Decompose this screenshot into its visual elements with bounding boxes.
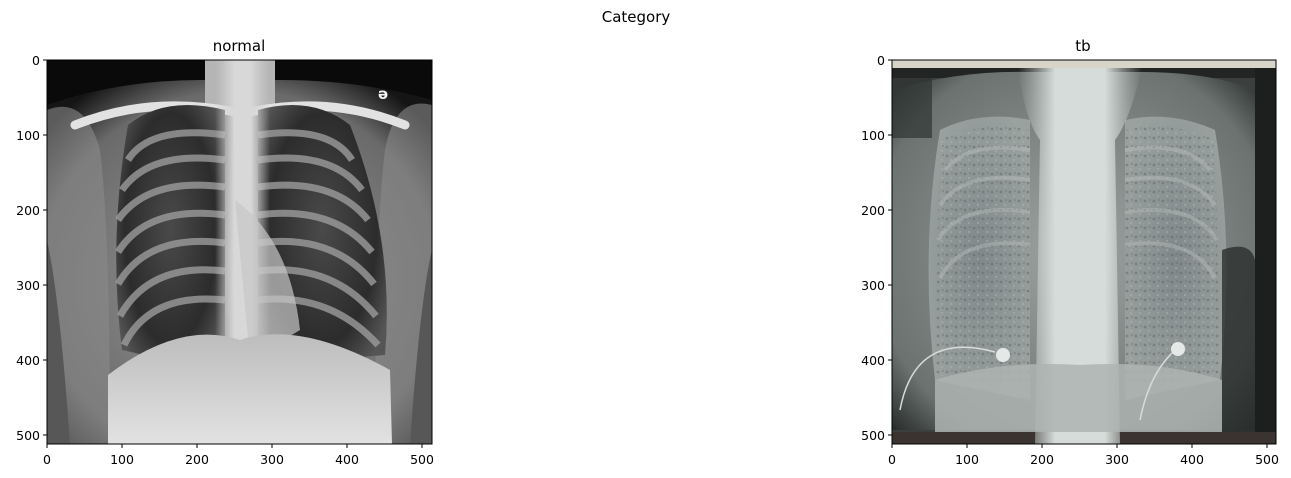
figure-suptitle: Category — [602, 8, 671, 26]
axes-frame — [46, 59, 433, 445]
axes-frame — [891, 59, 1277, 445]
panel-title: normal — [213, 37, 266, 55]
x-axis: 0 100 200 300 400 500 — [888, 444, 1279, 467]
xray-image — [892, 60, 1276, 444]
x-tick-label: 200 — [1030, 452, 1054, 467]
y-tick-label: 400 — [16, 353, 40, 368]
y-tick-label: 100 — [16, 128, 40, 143]
x-tick-label: 300 — [1105, 452, 1129, 467]
x-tick-label: 500 — [1255, 452, 1279, 467]
y-tick-label: 200 — [16, 203, 40, 218]
x-tick-label: 100 — [110, 452, 134, 467]
y-tick-label: 0 — [32, 53, 40, 68]
y-tick-label: 200 — [861, 203, 885, 218]
y-axis: 0 100 200 300 400 500 — [861, 53, 892, 443]
y-axis: 0 100 200 300 400 500 — [16, 53, 47, 443]
y-tick-label: 0 — [877, 53, 885, 68]
x-tick-label: 300 — [260, 452, 284, 467]
xray-image: ə — [47, 60, 432, 444]
marker-glyph: ə — [378, 85, 388, 103]
x-tick-label: 0 — [43, 452, 51, 467]
x-axis: 0 100 200 300 400 500 — [43, 444, 434, 467]
y-tick-label: 400 — [861, 353, 885, 368]
x-tick-label: 400 — [1180, 452, 1204, 467]
x-tick-label: 500 — [410, 452, 434, 467]
x-tick-label: 0 — [888, 452, 896, 467]
y-tick-label: 300 — [861, 278, 885, 293]
y-tick-label: 500 — [16, 428, 40, 443]
y-tick-label: 500 — [861, 428, 885, 443]
x-tick-label: 200 — [185, 452, 209, 467]
y-tick-label: 300 — [16, 278, 40, 293]
panel-title: tb — [1075, 37, 1090, 55]
x-tick-label: 100 — [955, 452, 979, 467]
x-tick-label: 400 — [335, 452, 359, 467]
y-tick-label: 100 — [861, 128, 885, 143]
panel-tb: tb — [861, 37, 1279, 467]
panel-normal: normal — [16, 37, 434, 467]
